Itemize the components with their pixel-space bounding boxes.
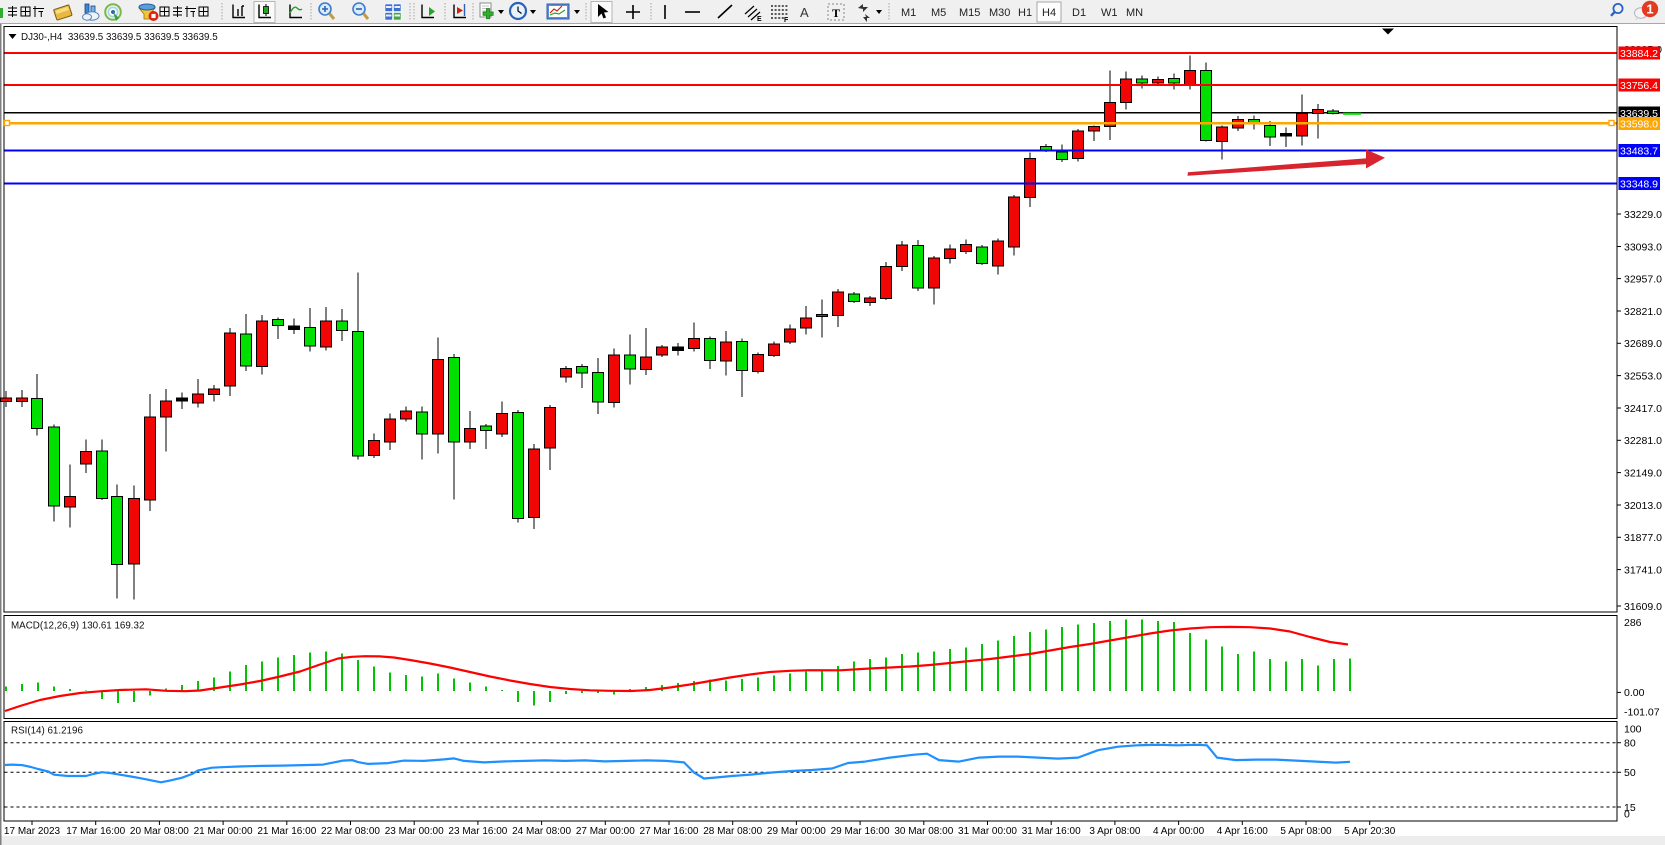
- svg-text:29 Mar 00:00: 29 Mar 00:00: [767, 826, 826, 837]
- svg-text:A: A: [800, 5, 809, 20]
- svg-text:32957.0: 32957.0: [1624, 273, 1662, 285]
- svg-text:-101.07: -101.07: [1624, 707, 1660, 719]
- svg-text:50: 50: [1624, 767, 1636, 779]
- svg-text:29 Mar 16:00: 29 Mar 16:00: [831, 826, 890, 837]
- svg-text:DJ30-,H4 33639.5 33639.5 3363: DJ30-,H4 33639.5 33639.5 33639.5 33639.5: [21, 32, 218, 43]
- svg-text:33598.0: 33598.0: [1620, 119, 1658, 131]
- svg-text:5 Apr 20:30: 5 Apr 20:30: [1344, 826, 1396, 837]
- svg-text:RSI(14) 61.2196: RSI(14) 61.2196: [11, 726, 83, 737]
- svg-text:21 Mar 16:00: 21 Mar 16:00: [257, 826, 316, 837]
- svg-text:M15: M15: [959, 7, 980, 19]
- svg-text:33483.7: 33483.7: [1620, 146, 1658, 158]
- svg-text:31877.0: 31877.0: [1624, 532, 1662, 544]
- svg-text:33348.9: 33348.9: [1620, 179, 1658, 191]
- svg-text:H4: H4: [1042, 7, 1056, 19]
- svg-text:1: 1: [1646, 2, 1653, 17]
- svg-text:33093.0: 33093.0: [1624, 241, 1662, 253]
- svg-text:5 Apr 08:00: 5 Apr 08:00: [1280, 826, 1332, 837]
- svg-text:17 Mar 16:00: 17 Mar 16:00: [66, 826, 125, 837]
- svg-text:32281.0: 32281.0: [1624, 435, 1662, 447]
- svg-text:20 Mar 08:00: 20 Mar 08:00: [130, 826, 189, 837]
- svg-text:27 Mar 16:00: 27 Mar 16:00: [640, 826, 699, 837]
- svg-text:27 Mar 00:00: 27 Mar 00:00: [576, 826, 635, 837]
- svg-text:M1: M1: [901, 7, 916, 19]
- svg-text:4 Apr 00:00: 4 Apr 00:00: [1153, 826, 1205, 837]
- svg-text:33229.0: 33229.0: [1624, 209, 1662, 221]
- svg-text:4 Apr 16:00: 4 Apr 16:00: [1217, 826, 1269, 837]
- svg-text:M30: M30: [989, 7, 1010, 19]
- svg-text:31741.0: 31741.0: [1624, 564, 1662, 576]
- svg-text:W1: W1: [1101, 7, 1118, 19]
- svg-text:H1: H1: [1018, 7, 1032, 19]
- svg-text:32553.0: 32553.0: [1624, 370, 1662, 382]
- svg-text:80: 80: [1624, 738, 1636, 750]
- svg-text:30 Mar 08:00: 30 Mar 08:00: [894, 826, 953, 837]
- svg-text:T: T: [832, 6, 840, 20]
- svg-text:M5: M5: [931, 7, 946, 19]
- svg-text:21 Mar 00:00: 21 Mar 00:00: [194, 826, 253, 837]
- svg-text:0: 0: [1624, 808, 1630, 820]
- svg-text:E: E: [757, 16, 762, 23]
- svg-text:17 Mar 2023: 17 Mar 2023: [4, 826, 61, 837]
- svg-text:22 Mar 08:00: 22 Mar 08:00: [321, 826, 380, 837]
- svg-text:3 Apr 08:00: 3 Apr 08:00: [1089, 826, 1141, 837]
- svg-text:32689.0: 32689.0: [1624, 338, 1662, 350]
- svg-text:33756.4: 33756.4: [1620, 80, 1658, 92]
- svg-text:D1: D1: [1072, 7, 1086, 19]
- svg-text:23 Mar 16:00: 23 Mar 16:00: [448, 826, 507, 837]
- svg-text:23 Mar 00:00: 23 Mar 00:00: [385, 826, 444, 837]
- svg-text:286: 286: [1624, 617, 1642, 629]
- svg-text:32013.0: 32013.0: [1624, 500, 1662, 512]
- svg-text:100: 100: [1624, 724, 1642, 736]
- svg-text:15: 15: [1624, 802, 1636, 814]
- svg-text:28 Mar 08:00: 28 Mar 08:00: [703, 826, 762, 837]
- svg-text:31 Mar 16:00: 31 Mar 16:00: [1022, 826, 1081, 837]
- svg-text:31 Mar 00:00: 31 Mar 00:00: [958, 826, 1017, 837]
- svg-text:32149.0: 32149.0: [1624, 467, 1662, 479]
- svg-text:MN: MN: [1126, 7, 1143, 19]
- svg-text:24 Mar 08:00: 24 Mar 08:00: [512, 826, 571, 837]
- svg-text:33884.2: 33884.2: [1620, 48, 1658, 60]
- svg-text:32821.0: 32821.0: [1624, 306, 1662, 318]
- svg-text:F: F: [784, 17, 789, 24]
- svg-text:31609.0: 31609.0: [1624, 601, 1662, 613]
- svg-text:0.00: 0.00: [1624, 687, 1645, 699]
- svg-text:32417.0: 32417.0: [1624, 403, 1662, 415]
- svg-text:MACD(12,26,9) 130.61 169.32: MACD(12,26,9) 130.61 169.32: [11, 621, 144, 632]
